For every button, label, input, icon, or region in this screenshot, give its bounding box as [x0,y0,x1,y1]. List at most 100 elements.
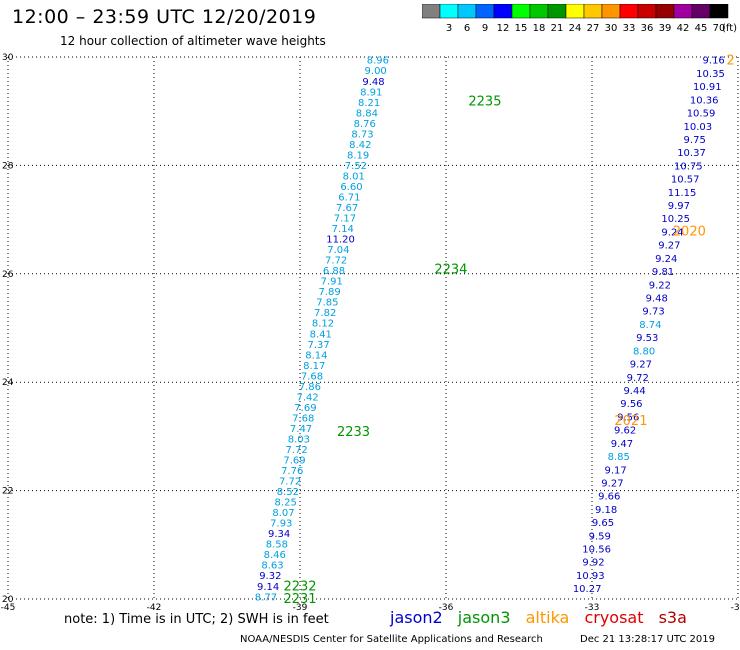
wave-height-label: 9.32 [259,571,281,582]
x-tick-label: -39 [293,603,308,613]
wave-height-label: 9.14 [257,582,279,593]
wave-height-label: 10.93 [576,571,605,582]
wave-height-label: 9.27 [601,478,623,489]
wave-height-label: 9.24 [661,227,683,238]
generation-timestamp: Dec 21 13:28:17 UTC 2019 [580,634,715,645]
wave-height-label: 8.91 [360,87,382,98]
wave-height-label: 10.59 [687,109,716,120]
wave-height-label: 9.24 [655,254,677,265]
wave-height-label: 10.27 [573,584,602,595]
wave-height-label: 10.57 [671,175,700,186]
y-tick-label: 26 [2,270,14,280]
pass-time-label: 2 [727,54,735,69]
wave-height-label: 10.56 [582,545,611,556]
wave-height-label: 8.01 [343,171,365,182]
x-tick-label: -42 [147,603,162,613]
wave-height-label: 7.04 [327,245,349,256]
scale-label: 21 [551,23,564,34]
satellite-cryosat: cryosat [584,608,644,627]
scale-label: 18 [533,23,546,34]
scale-label: 36 [641,23,654,34]
wave-height-label: 10.37 [677,148,706,159]
scale-unit: (ft) [722,23,737,34]
altimeter-track: 9.16 10.35 10.91 10.36 10.59 10.03 9.75 10.37 10… [573,56,725,595]
x-tick-label: -36 [439,603,454,613]
wave-height-label: 7.37 [307,340,329,351]
wave-height-label: 7.52 [345,161,367,172]
wave-height-label: 8.41 [310,329,332,340]
scale-label: 42 [677,23,690,34]
wave-height-label: 9.92 [582,558,604,569]
wave-height-label: 7.76 [281,466,303,477]
y-tick-label: 20 [2,595,14,605]
wave-height-label: 9.59 [589,531,611,542]
wave-height-label: 8.85 [608,452,630,463]
wave-height-label: 8.07 [272,508,294,519]
scale-label: 27 [587,23,600,34]
wave-height-label: 9.81 [652,267,674,278]
wave-height-label: 9.27 [630,360,652,371]
grid [7,56,739,600]
wave-height-label: 8.84 [356,108,378,119]
wave-height-label: 8.96 [367,56,389,67]
satellite-jason3: jason3 [457,608,511,627]
wave-height-label: 9.65 [592,518,614,529]
wave-height-label: 11.20 [326,235,355,246]
scale-label: 45 [695,23,708,34]
y-tick-label: 22 [2,487,13,497]
wave-height-label: 8.12 [312,319,334,330]
wave-height-label: 7.68 [292,413,314,424]
wave-height-label: 6.60 [340,182,362,193]
wave-height-label: 7.47 [290,424,312,435]
wave-height-label: 10.91 [693,82,722,93]
wave-height-label: 8.80 [633,346,655,357]
pass-time-label: 2235 [468,94,501,109]
y-tick-label: 24 [2,378,14,388]
wave-height-label: 7.42 [297,392,319,403]
wave-height-label: 7.72 [279,477,301,488]
wave-height-label: 8.52 [277,487,299,498]
wave-height-label: 9.22 [649,280,671,291]
pass-time-label: 2020 [673,224,706,239]
wave-height-label: 8.42 [349,140,371,151]
pass-time-label: 2233 [337,425,370,440]
wave-height-label: 8.77 [255,592,277,603]
scale-label: 30 [605,23,618,34]
wave-height-label: 7.68 [301,371,323,382]
wave-height-label: 7.72 [325,256,347,267]
wave-height-label: 8.17 [303,361,325,372]
wave-height-label: 8.63 [261,561,283,572]
pass-time-label: 2231 [283,592,316,607]
wave-height-label: 9.56 [617,412,639,423]
y-tick-label: 28 [2,161,14,171]
credit-line: NOAA/NESDIS Center for Satellite Applica… [240,634,543,645]
pass-time-label: 2232 [283,579,316,594]
wave-height-label: 8.21 [358,98,380,109]
wave-height-label: 10.35 [696,69,725,80]
x-tick-label: -30 [731,603,740,613]
altimeter-track: 8.969.009.488.918.218.848.768.738.428.19… [255,56,389,604]
wave-height-label: 9.47 [611,439,633,450]
wave-height-label: 9.17 [604,465,626,476]
scale-label: 15 [515,23,528,34]
page-title: 12:00 – 23:59 UTC 12/20/2019 [12,6,317,28]
wave-height-label: 8.14 [305,350,327,361]
wave-height-label: 7.69 [283,456,305,467]
wave-height-label: 7.14 [332,224,354,235]
satellite-altika: altika [525,608,570,627]
wave-height-label: 8.73 [351,129,373,140]
wave-height-label: 7.89 [318,287,340,298]
wave-height-label: 9.27 [658,241,680,252]
wave-height-label: 9.48 [362,77,384,88]
wave-height-label: 9.62 [614,426,636,437]
wave-height-label: 9.34 [268,529,290,540]
wave-height-label: 8.03 [288,434,310,445]
x-tick-label: -45 [1,603,16,613]
page-subtitle: 12 hour collection of altimeter wave hei… [60,34,326,48]
wave-height-label: 9.48 [646,294,668,305]
wave-height-label: 7.72 [286,445,308,456]
wave-height-label: 9.44 [623,386,645,397]
scale-label: 24 [569,23,582,34]
wave-height-label: 8.19 [347,150,369,161]
